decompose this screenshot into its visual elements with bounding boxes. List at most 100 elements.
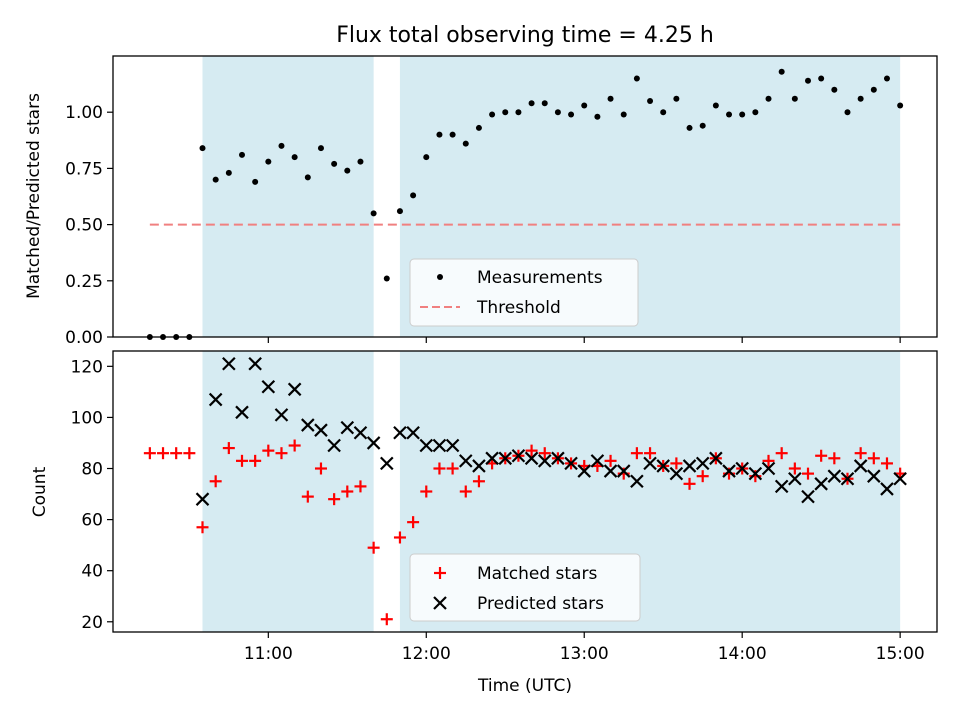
- measurement-point: [436, 131, 443, 138]
- measurement-point: [805, 77, 812, 84]
- bottom-x-ticks: 11:00 12:00 13:00 14:00 15:00: [244, 632, 925, 664]
- x-tick-label: 15:00: [876, 644, 925, 664]
- measurement-point: [423, 154, 430, 161]
- predicted-stars-point: [261, 379, 276, 394]
- matched-stars-point: [143, 447, 156, 460]
- matched-stars-point: [854, 447, 867, 460]
- predicted-stars-point: [511, 448, 526, 463]
- measurement-point: [739, 111, 746, 118]
- predicted-stars-point: [419, 438, 434, 453]
- predicted-stars-point: [274, 408, 289, 422]
- measurement-point: [528, 100, 535, 107]
- predicted-stars-point: [195, 492, 210, 506]
- matched-stars-point: [788, 462, 801, 475]
- matched-stars-point: [196, 521, 209, 534]
- predicted-stars-point: [788, 471, 802, 486]
- chart-title: Flux total observing time = 4.25 h: [336, 23, 714, 48]
- top-y-tick-label: 0.25: [65, 272, 103, 292]
- matched-stars-point: [472, 475, 485, 488]
- bottom-panel: 20 40 60 80 100 120 11:00 12:00 13:00 14:00 15:00…: [30, 350, 938, 696]
- matched-stars-point: [209, 475, 222, 488]
- matched-stars-point: [802, 467, 815, 480]
- predicted-stars-point: [235, 405, 249, 420]
- measurement-point: [252, 178, 259, 185]
- predicted-stars-point: [458, 454, 473, 468]
- matched-stars-point: [644, 447, 657, 460]
- bottom-y-tick-label: 100: [71, 408, 103, 428]
- measurement-point: [607, 95, 614, 102]
- matched-stars-point: [222, 442, 235, 455]
- predicted-stars-point: [366, 436, 381, 450]
- matched-stars-point: [828, 452, 841, 465]
- matched-stars-point: [696, 470, 709, 483]
- matched-stars-point: [459, 485, 472, 498]
- legend-matched-marker: [434, 567, 446, 579]
- matched-stars-point: [867, 452, 880, 465]
- predicted-stars-point: [774, 479, 789, 494]
- predicted-stars-point: [551, 451, 565, 466]
- predicted-stars-point: [498, 451, 513, 466]
- predicted-stars-point: [340, 420, 355, 435]
- top-y-tick-label: 0.75: [65, 159, 103, 179]
- top-y-ticks: 0.00 0.25 0.50 0.75 1.00: [65, 103, 113, 348]
- measurement-point: [673, 95, 680, 102]
- predicted-stars-point: [893, 471, 907, 486]
- predicted-stars-point: [301, 418, 315, 432]
- matched-stars-point: [525, 444, 538, 457]
- legend-measurements-marker: [437, 274, 443, 280]
- predicted-stars-point: [393, 425, 407, 440]
- predicted-stars-point: [432, 438, 447, 453]
- measurement-point: [541, 100, 548, 107]
- matched-stars-point: [262, 444, 275, 457]
- measurement-point: [712, 102, 719, 109]
- x-tick-label: 14:00: [718, 644, 767, 664]
- measurement-point: [304, 174, 311, 181]
- measurement-point: [647, 97, 654, 104]
- legend-matched-label: Matched stars: [477, 564, 597, 584]
- top-legend-box: [409, 258, 639, 327]
- matched-stars-point: [420, 485, 433, 498]
- legend-measurements-label: Measurements: [477, 268, 603, 288]
- measurement-point: [581, 102, 588, 109]
- predicted-stars-point: [577, 464, 592, 478]
- predicted-stars-point: [801, 489, 815, 504]
- matched-stars-point: [433, 462, 446, 475]
- measurement-point: [568, 111, 575, 118]
- measurement-point: [515, 109, 522, 116]
- predicted-stars-point: [840, 471, 855, 486]
- measurement-point: [370, 210, 377, 217]
- predicted-stars-point: [709, 451, 723, 466]
- top-y-axis-label: Matched/Predicted stars: [24, 93, 44, 299]
- x-tick-label: 13:00: [560, 644, 609, 664]
- bottom-y-tick-label: 20: [81, 613, 103, 633]
- measurement-point: [331, 160, 338, 167]
- predicted-stars-point: [445, 438, 460, 453]
- measurement-point: [489, 111, 496, 118]
- top-y-tick-label: 1.00: [65, 103, 103, 123]
- measurement-point: [475, 124, 482, 131]
- predicted-stars-point: [643, 456, 657, 471]
- measurement-point: [278, 142, 285, 149]
- predicted-stars-point: [327, 438, 341, 453]
- matched-stars-point: [288, 439, 301, 452]
- measurement-point: [778, 68, 785, 75]
- matched-stars-point: [235, 454, 248, 467]
- matched-stars-point: [630, 447, 643, 460]
- predicted-stars-point: [761, 461, 776, 476]
- top-axes-frame: [112, 55, 938, 338]
- predicted-stars-point: [867, 469, 881, 483]
- measurement-point: [554, 109, 561, 116]
- measurement-point: [831, 86, 838, 93]
- legend-threshold-label: Threshold: [476, 298, 561, 318]
- matched-stars-point: [367, 541, 380, 554]
- top-y-tick-label: 0.50: [65, 216, 103, 236]
- measurement-point: [883, 75, 890, 82]
- measurement-point: [383, 275, 390, 282]
- measurement-point: [844, 109, 851, 116]
- predicted-stars-point: [472, 459, 486, 473]
- matched-stars-point: [341, 485, 354, 498]
- measurement-point: [594, 113, 601, 120]
- predicted-stars-point: [287, 382, 302, 397]
- measurement-point: [212, 176, 219, 183]
